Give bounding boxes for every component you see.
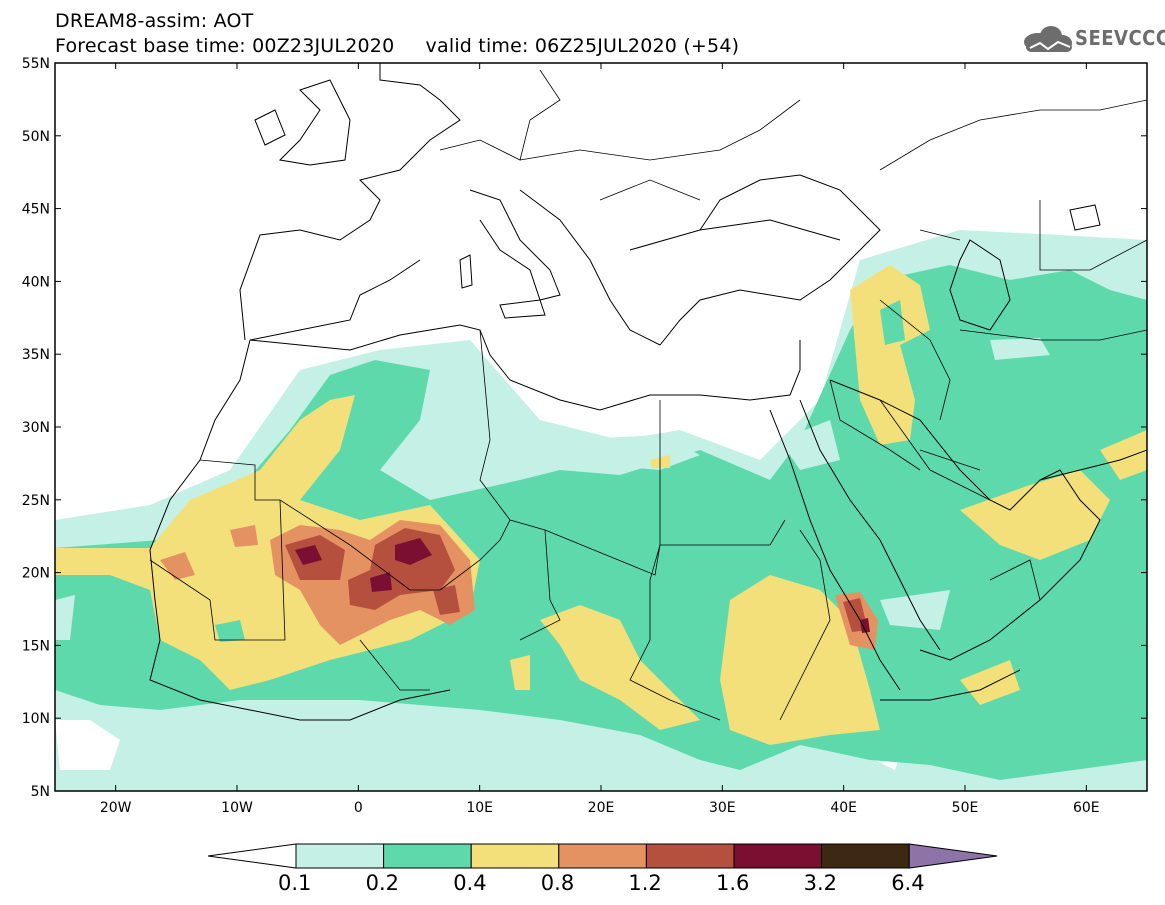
colorbar — [207, 843, 998, 869]
logo-text: SEEVCCC — [1075, 26, 1165, 50]
lon-tick-label: 50E — [952, 800, 979, 816]
lat-tick-label: 35N — [22, 347, 50, 363]
colorbar-box — [733, 843, 823, 869]
lon-tick-label: 10E — [466, 800, 493, 816]
lat-tick-label: 25N — [22, 493, 50, 509]
colorbar-overflow-triangle — [908, 843, 998, 869]
lon-tick-label: 20E — [588, 800, 615, 816]
colorbar-label: 1.2 — [628, 871, 662, 895]
lat-tick-label: 55N — [22, 56, 50, 72]
aot-field — [55, 63, 1147, 791]
forecast-time-line: Forecast base time: 00Z23JUL2020 valid t… — [55, 35, 740, 57]
colorbar-label: 0.8 — [540, 871, 575, 895]
lat-tick-label: 20N — [22, 566, 50, 582]
lat-tick-label: 5N — [31, 784, 50, 800]
lon-tick-label: 30E — [709, 800, 736, 816]
country-borders — [149, 69, 1147, 721]
longitude-axis: 20W 10W 0 10E 20E 30E 40E 50E 60E — [100, 63, 1100, 816]
colorbar-label: 0.4 — [453, 871, 487, 895]
colorbar-label: 3.2 — [803, 871, 837, 895]
lat-tick-label: 50N — [22, 129, 50, 145]
colorbar-box — [821, 843, 910, 869]
lon-tick-label: 40E — [830, 800, 857, 816]
colorbar-box — [558, 843, 647, 869]
colorbar-label: 0.2 — [365, 871, 399, 895]
coastlines — [149, 63, 1147, 721]
lat-tick-label: 15N — [22, 638, 50, 654]
aot-contour-0.2-holes — [215, 300, 905, 642]
lon-tick-label: 10W — [221, 800, 253, 816]
lon-tick-label: 60E — [1073, 800, 1100, 816]
colorbar-box — [295, 843, 385, 869]
lon-tick-label: 20W — [100, 800, 132, 816]
colorbar-label: 1.6 — [716, 871, 750, 895]
lat-tick-label: 30N — [22, 420, 50, 436]
aot-contour-1.6 — [295, 538, 870, 633]
colorbar-label: 0.1 — [278, 871, 312, 895]
colorbar-box — [383, 843, 472, 869]
lat-tick-label: 10N — [22, 711, 50, 727]
latitude-axis: 55N 50N 45N 40N 35N 30N 25N 20N 15N 10N 5N — [22, 56, 1147, 800]
lat-tick-label: 40N — [22, 274, 50, 290]
colorbar-box — [645, 843, 735, 869]
lon-tick-label: 0 — [354, 800, 363, 816]
lat-tick-label: 45N — [22, 202, 50, 218]
colorbar-underflow-triangle — [207, 843, 297, 869]
cloud-logo-icon — [1024, 26, 1072, 52]
colorbar-box — [470, 843, 560, 869]
map-title: DREAM8-assim: AOT — [55, 10, 254, 32]
colorbar-label: 6.4 — [891, 871, 925, 895]
